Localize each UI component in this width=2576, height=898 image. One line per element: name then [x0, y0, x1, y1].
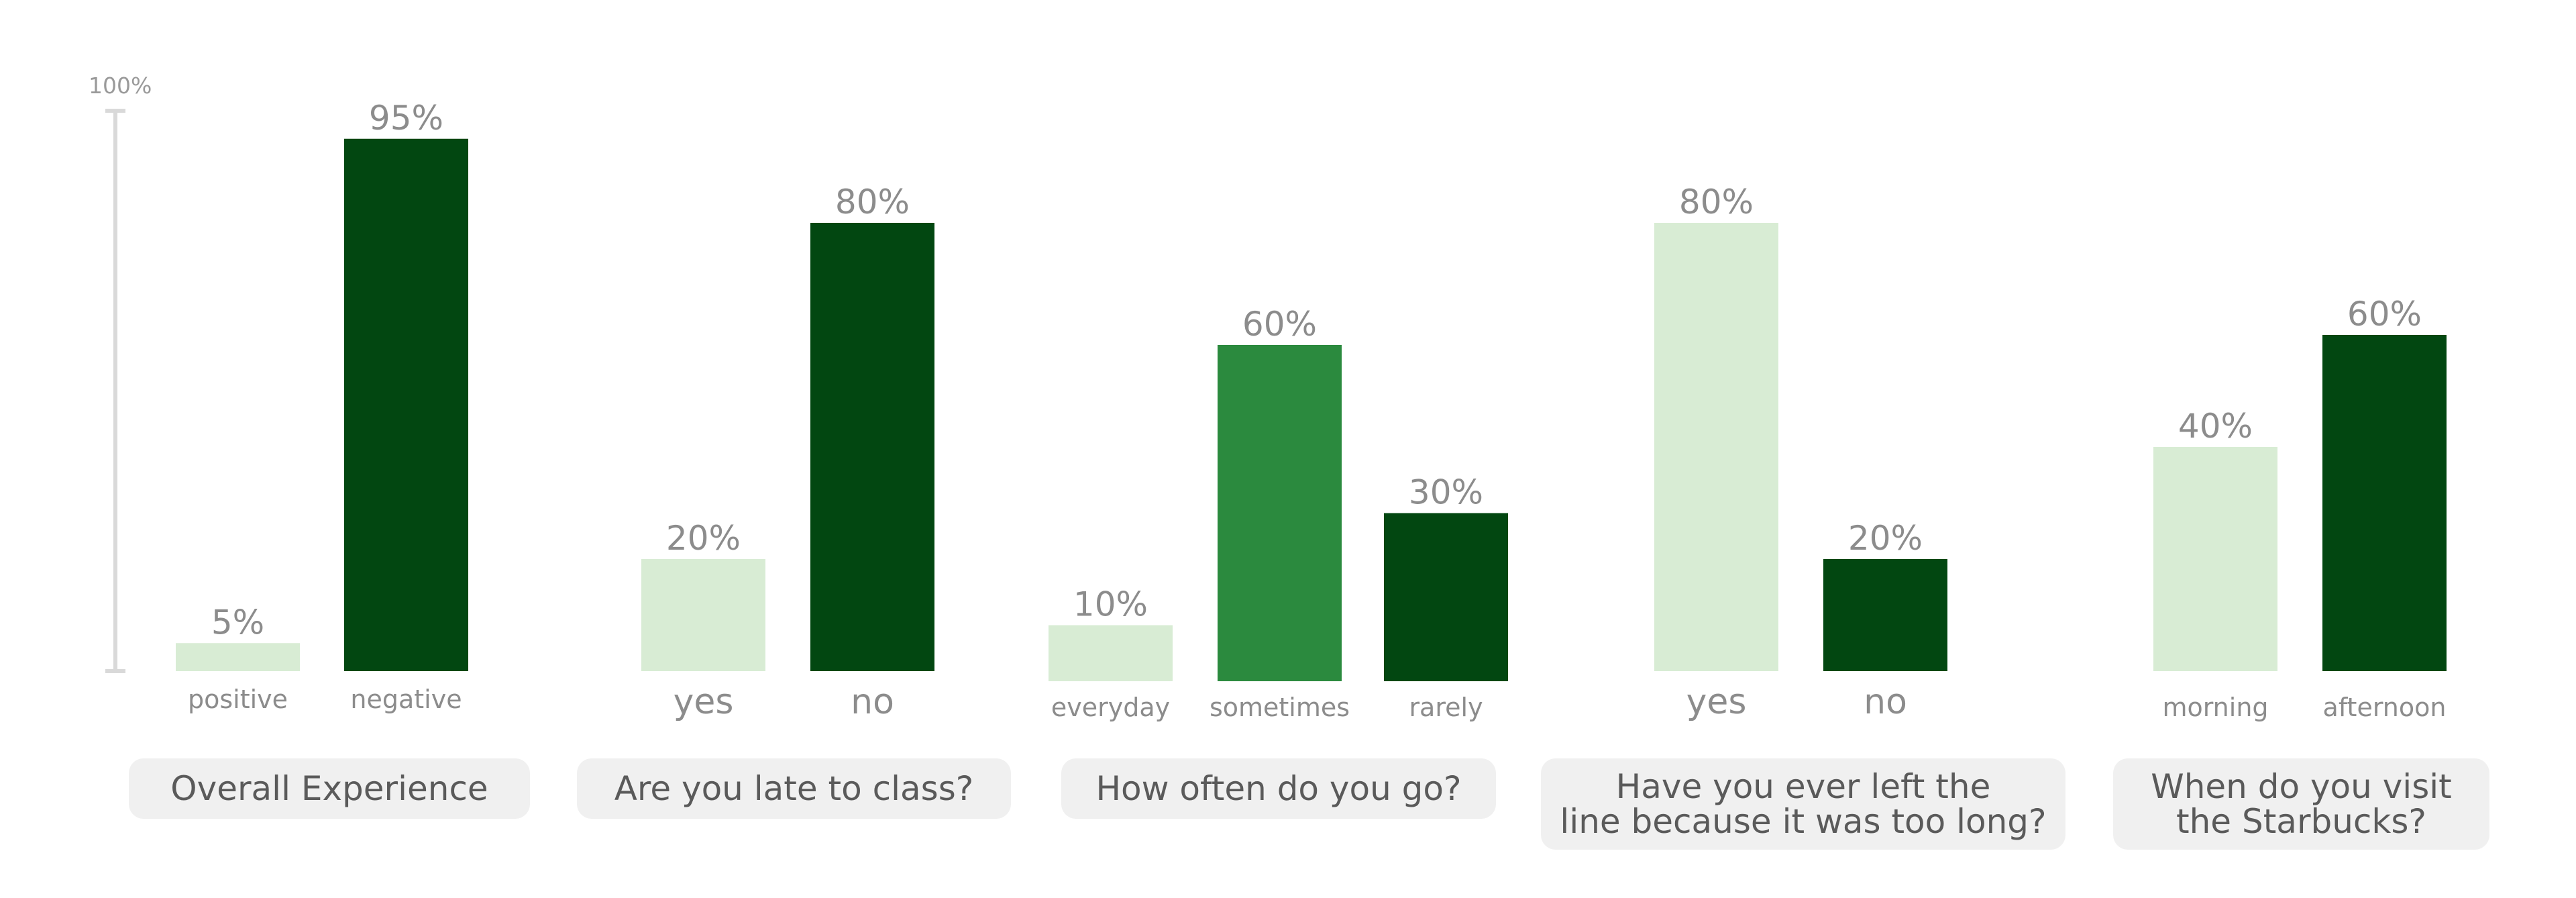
data-label: 60%: [1242, 305, 1317, 344]
chart-title: Have you ever left the line because it w…: [1541, 758, 2065, 850]
data-label: 5%: [211, 603, 264, 642]
data-label: 30%: [1409, 473, 1483, 512]
chart-title: Overall Experience: [129, 758, 530, 819]
chart-title: When do you visit the Starbucks?: [2113, 758, 2489, 850]
bar: [1384, 513, 1508, 681]
bar: [2153, 447, 2277, 671]
bar: [344, 138, 468, 671]
data-label: 80%: [1679, 183, 1754, 221]
data-label: 80%: [835, 183, 910, 221]
bar: [2322, 335, 2447, 671]
data-label: 20%: [1848, 519, 1923, 558]
bar: [1218, 345, 1342, 681]
category-label: yes: [1686, 682, 1747, 722]
category-label: no: [1864, 682, 1907, 722]
category-label: everyday: [1051, 693, 1170, 722]
data-label: 10%: [1073, 585, 1148, 624]
category-label: rarely: [1409, 693, 1483, 722]
category-label: yes: [674, 682, 734, 722]
bar: [176, 643, 300, 671]
bar: [1654, 223, 1778, 671]
category-label: morning: [2162, 693, 2268, 722]
data-label: 95%: [369, 99, 443, 138]
bar: [1823, 559, 1947, 671]
category-label: negative: [350, 685, 462, 714]
chart-title: Are you late to class?: [577, 758, 1011, 819]
data-label: 60%: [2347, 295, 2422, 334]
data-label: 20%: [666, 519, 741, 558]
axis-max-label: 100%: [89, 72, 152, 99]
bar: [641, 559, 765, 671]
chart-title: How often do you go?: [1061, 758, 1496, 819]
category-label: sometimes: [1210, 693, 1350, 722]
data-label: 40%: [2178, 407, 2253, 446]
bar: [810, 223, 934, 671]
bar: [1049, 625, 1173, 681]
category-label: no: [851, 682, 894, 722]
category-label: afternoon: [2323, 693, 2447, 722]
category-label: positive: [188, 685, 288, 714]
